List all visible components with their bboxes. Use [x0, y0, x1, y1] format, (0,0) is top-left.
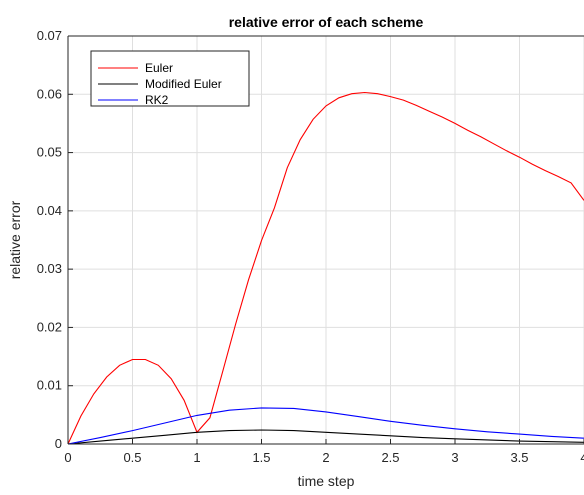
- x-tick-label: 1.5: [252, 450, 270, 465]
- legend: Euler Modified Euler RK2: [90, 50, 250, 107]
- x-tick-label: 1: [193, 450, 200, 465]
- y-tick-label: 0.07: [37, 28, 62, 43]
- y-tick-label: 0.02: [37, 319, 62, 334]
- x-axis-label: time step: [298, 473, 355, 489]
- series-line-modified-euler: [67, 429, 584, 445]
- x-tick-label: 3: [451, 450, 458, 465]
- y-tick-label: 0: [55, 436, 62, 451]
- series-layer: [67, 91, 584, 445]
- x-tick-label: 2: [322, 450, 329, 465]
- series-line-euler: [67, 91, 584, 445]
- legend-label-rk2: RK2: [145, 93, 169, 107]
- x-tick-label: 2.5: [381, 450, 399, 465]
- chart-title: relative error of each scheme: [229, 14, 424, 30]
- y-axis-label: relative error: [7, 200, 23, 279]
- x-tick-label: 4: [580, 450, 584, 465]
- y-tick-label: 0.01: [37, 378, 62, 393]
- x-tick-label: 0: [64, 450, 71, 465]
- legend-box: [90, 50, 250, 107]
- y-tick-label: 0.06: [37, 86, 62, 101]
- y-tick-label: 0.05: [37, 145, 62, 160]
- x-tick-label: 0.5: [123, 450, 141, 465]
- x-tick-label: 3.5: [510, 450, 528, 465]
- x-ticks: 0 0.5 1 1.5 2 2.5 3 3.5 4: [64, 439, 584, 465]
- y-ticks: 0 0.01 0.02 0.03 0.04 0.05 0.06 0.07: [37, 28, 73, 451]
- y-tick-label: 0.04: [37, 203, 62, 218]
- legend-label-modified-euler: Modified Euler: [145, 77, 222, 91]
- legend-entries: Euler Modified Euler RK2: [98, 61, 222, 107]
- legend-label-euler: Euler: [145, 61, 173, 75]
- y-tick-label: 0.03: [37, 261, 62, 276]
- series-line-rk2: [67, 407, 584, 445]
